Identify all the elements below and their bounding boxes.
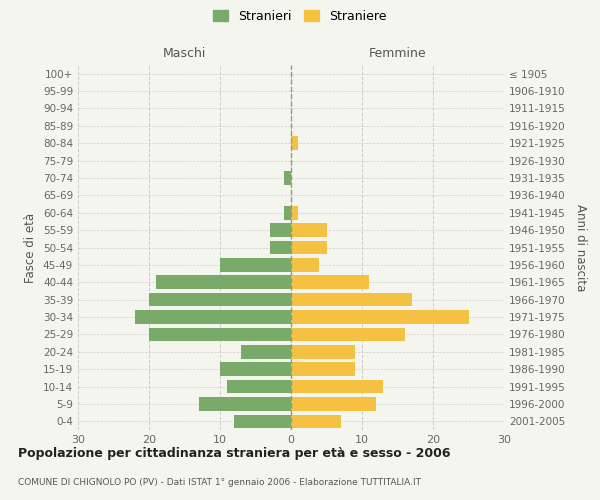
Bar bbox=[135, 310, 291, 324]
Bar bbox=[291, 136, 298, 150]
Bar bbox=[291, 328, 404, 341]
Bar bbox=[199, 397, 291, 410]
Legend: Stranieri, Straniere: Stranieri, Straniere bbox=[209, 6, 391, 26]
Bar bbox=[234, 414, 291, 428]
Bar bbox=[291, 345, 355, 358]
Bar bbox=[291, 224, 326, 237]
Bar bbox=[149, 328, 291, 341]
Bar bbox=[284, 206, 291, 220]
Bar bbox=[149, 293, 291, 306]
Bar bbox=[227, 380, 291, 394]
Bar bbox=[270, 224, 291, 237]
Bar bbox=[291, 380, 383, 394]
Bar bbox=[291, 240, 326, 254]
Bar bbox=[284, 171, 291, 185]
Bar bbox=[291, 414, 341, 428]
Text: Femmine: Femmine bbox=[368, 47, 427, 60]
Bar bbox=[220, 258, 291, 272]
Text: Maschi: Maschi bbox=[163, 47, 206, 60]
Bar bbox=[291, 206, 298, 220]
Y-axis label: Fasce di età: Fasce di età bbox=[25, 212, 37, 282]
Text: Popolazione per cittadinanza straniera per età e sesso - 2006: Popolazione per cittadinanza straniera p… bbox=[18, 448, 451, 460]
Bar bbox=[220, 362, 291, 376]
Y-axis label: Anni di nascita: Anni di nascita bbox=[574, 204, 587, 291]
Bar bbox=[291, 362, 355, 376]
Bar bbox=[291, 258, 319, 272]
Bar bbox=[241, 345, 291, 358]
Text: COMUNE DI CHIGNOLO PO (PV) - Dati ISTAT 1° gennaio 2006 - Elaborazione TUTTITALI: COMUNE DI CHIGNOLO PO (PV) - Dati ISTAT … bbox=[18, 478, 421, 487]
Bar bbox=[291, 310, 469, 324]
Bar bbox=[270, 240, 291, 254]
Bar bbox=[291, 276, 369, 289]
Bar bbox=[156, 276, 291, 289]
Bar bbox=[291, 293, 412, 306]
Bar bbox=[291, 397, 376, 410]
